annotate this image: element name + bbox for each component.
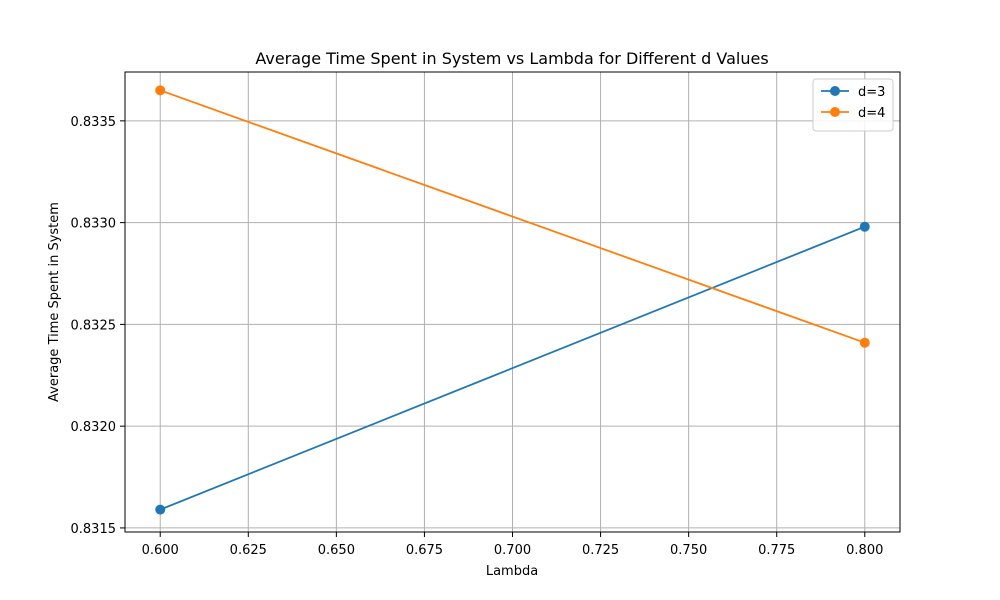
x-tick-label: 0.750 <box>670 543 707 558</box>
y-tick-label: 0.8325 <box>71 318 117 333</box>
y-tick-label: 0.8330 <box>71 217 117 232</box>
series-line <box>159 89 866 344</box>
legend-marker-swatch <box>830 86 840 96</box>
grid-lines <box>125 72 900 532</box>
y-axis-ticks: 0.8315 0.8320 0.8325 0.8330 0.8335 <box>71 115 125 537</box>
legend-label: d=3 <box>858 85 885 100</box>
data-point-marker <box>859 221 870 232</box>
x-tick-label: 0.650 <box>318 543 355 558</box>
x-tick-label: 0.775 <box>758 543 795 558</box>
y-tick-label: 0.8335 <box>71 115 117 130</box>
legend-item: d=3 <box>821 85 885 100</box>
legend-item: d=4 <box>821 106 885 121</box>
x-tick-label: 0.600 <box>142 543 179 558</box>
data-series <box>155 85 870 515</box>
legend-label: d=4 <box>858 106 885 121</box>
y-tick-label: 0.8315 <box>71 522 117 537</box>
data-point-marker <box>859 337 870 348</box>
legend: d=3d=4 <box>812 78 894 132</box>
x-tick-label: 0.675 <box>406 543 443 558</box>
y-tick-label: 0.8320 <box>71 420 117 435</box>
x-tick-label: 0.725 <box>582 543 619 558</box>
data-point-marker <box>155 85 166 96</box>
legend-marker-swatch <box>830 107 840 117</box>
series-d=4 <box>155 85 870 348</box>
x-tick-label: 0.800 <box>846 543 883 558</box>
x-tick-label: 0.625 <box>230 543 267 558</box>
x-axis-ticks: 0.600 0.625 0.650 0.675 0.700 0.725 0.750 0.775… <box>142 532 883 558</box>
y-axis-label: Average Time Spent in System <box>47 202 62 402</box>
x-axis-label: Lambda <box>486 564 538 579</box>
data-point-marker <box>155 504 166 515</box>
series-line <box>159 225 866 511</box>
x-tick-label: 0.700 <box>494 543 531 558</box>
series-d=3 <box>155 221 870 515</box>
chart-title: Average Time Spent in System vs Lambda f… <box>255 49 768 68</box>
